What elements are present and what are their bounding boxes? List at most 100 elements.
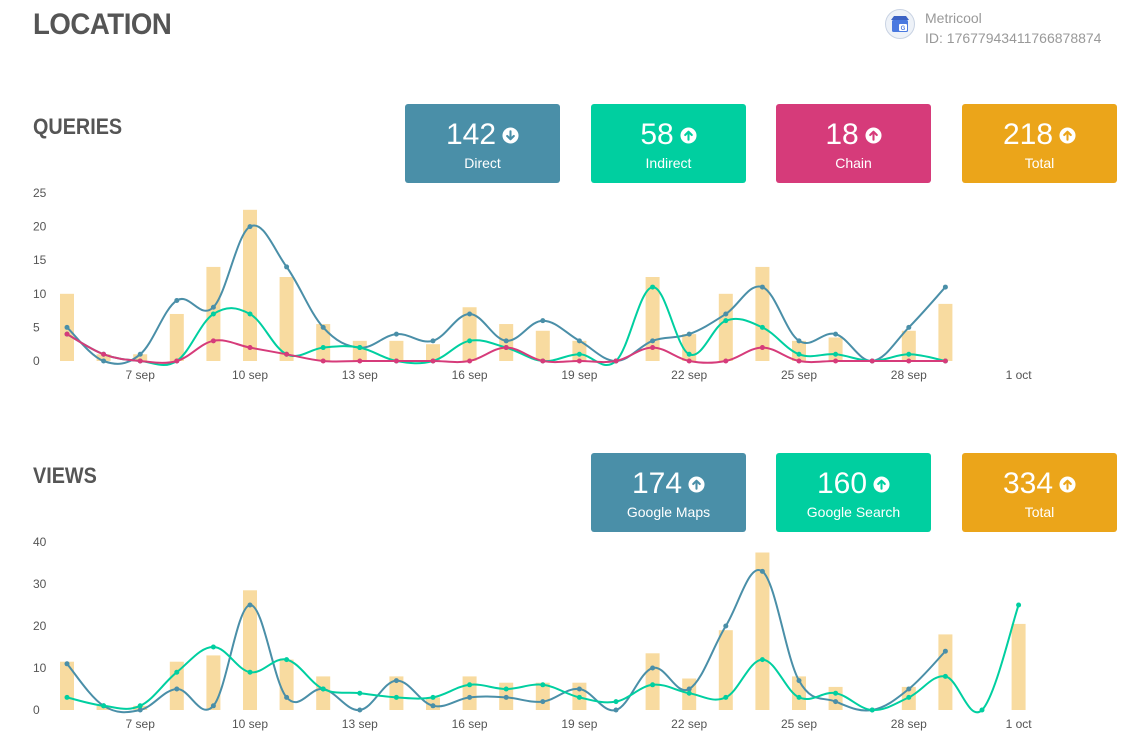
- x-tick-label: 10 sep: [232, 368, 268, 382]
- queries-card-direct[interactable]: 142 Direct: [405, 104, 560, 183]
- data-point: [723, 623, 729, 629]
- data-point: [686, 686, 692, 692]
- data-point: [247, 224, 253, 230]
- data-point: [650, 665, 656, 671]
- data-point: [320, 686, 326, 692]
- y-tick-label: 25: [33, 186, 47, 200]
- data-point: [174, 298, 180, 304]
- data-point: [613, 707, 619, 713]
- data-point: [320, 324, 326, 330]
- bar: [352, 340, 367, 361]
- data-point: [650, 345, 656, 351]
- data-point: [576, 338, 582, 344]
- data-point: [576, 694, 582, 700]
- data-point: [393, 678, 399, 684]
- google-my-business-icon: G: [885, 9, 915, 39]
- data-point: [796, 694, 802, 700]
- data-point: [906, 324, 912, 330]
- x-tick-label: 22 sep: [671, 717, 707, 731]
- views-card-google-maps[interactable]: 174 Google Maps: [591, 453, 746, 532]
- bar: [133, 354, 148, 361]
- views-card-google-search[interactable]: 160 Google Search: [776, 453, 931, 532]
- views-title: VIEWS: [33, 463, 97, 488]
- bar: [243, 209, 257, 361]
- stat-value: 160: [816, 467, 868, 500]
- y-tick-label: 30: [33, 577, 47, 591]
- arrow-up-circle-icon: [873, 475, 890, 493]
- views-card-total[interactable]: 334 Total: [962, 453, 1117, 532]
- data-point: [942, 358, 948, 364]
- bar: [535, 330, 550, 361]
- data-point: [576, 351, 582, 357]
- data-point: [64, 331, 70, 337]
- data-point: [467, 694, 473, 700]
- bar: [682, 334, 697, 361]
- x-tick-label: 25 sep: [781, 717, 817, 731]
- bar: [96, 354, 111, 361]
- data-point: [979, 707, 985, 713]
- queries-card-indirect[interactable]: 58 Indirect: [591, 104, 746, 183]
- data-point: [686, 331, 692, 337]
- data-point: [101, 358, 107, 364]
- bar: [718, 293, 733, 361]
- data-point: [357, 690, 363, 696]
- data-point: [613, 358, 619, 364]
- data-point: [723, 311, 729, 317]
- data-point: [723, 358, 729, 364]
- data-point: [942, 284, 948, 290]
- bar: [938, 634, 953, 710]
- data-point: [1016, 602, 1022, 608]
- data-point: [210, 703, 216, 709]
- queries-card-total[interactable]: 218 Total: [962, 104, 1117, 183]
- queries-card-chain[interactable]: 18 Chain: [776, 104, 931, 183]
- account-info[interactable]: G Metricool ID: 17677943411766878874: [885, 8, 1130, 48]
- stat-label: Chain: [835, 155, 872, 171]
- data-point: [540, 318, 546, 324]
- views-chart[interactable]: 0 10 20 30 40 7 sep 10 sep 13 sep 16 sep 19 sep 22…: [0, 530, 1139, 740]
- data-point: [320, 358, 326, 364]
- data-point: [576, 358, 582, 364]
- data-point: [210, 644, 216, 650]
- stat-value: 218: [1002, 118, 1054, 151]
- bar: [316, 676, 331, 710]
- arrow-up-circle-icon: [680, 126, 697, 144]
- data-point: [540, 358, 546, 364]
- bar: [279, 277, 294, 361]
- data-point: [430, 338, 436, 344]
- data-point: [284, 657, 290, 663]
- arrow-down-circle-icon: [502, 126, 519, 144]
- data-point: [393, 331, 399, 337]
- data-point: [393, 358, 399, 364]
- data-point: [796, 358, 802, 364]
- y-tick-label: 40: [33, 535, 47, 549]
- data-point: [723, 318, 729, 324]
- arrow-up-circle-icon: [1059, 126, 1076, 144]
- stat-label: Google Search: [806, 504, 901, 520]
- data-point: [137, 351, 143, 357]
- y-tick-label: 10: [33, 287, 47, 301]
- y-tick-label: 15: [33, 253, 47, 267]
- y-tick-label: 5: [33, 320, 40, 334]
- data-point: [869, 707, 875, 713]
- stat-value: 18: [825, 118, 859, 151]
- data-point: [503, 345, 509, 351]
- data-point: [942, 648, 948, 654]
- data-point: [686, 690, 692, 696]
- data-point: [650, 338, 656, 344]
- queries-chart[interactable]: 0 5 10 15 20 25 7 sep 10 sep 13 sep 16 sep 19 sep 2…: [0, 180, 1139, 390]
- data-point: [686, 351, 692, 357]
- bar: [535, 682, 550, 710]
- stat-value: 334: [1002, 467, 1054, 500]
- data-point: [503, 686, 509, 692]
- bar: [206, 655, 221, 710]
- data-point: [430, 358, 436, 364]
- data-point: [796, 338, 802, 344]
- data-point: [137, 358, 143, 364]
- x-tick-label: 7 sep: [126, 717, 156, 731]
- data-point: [137, 703, 143, 709]
- stat-label: Direct: [464, 155, 501, 171]
- data-point: [869, 358, 875, 364]
- stat-value: 174: [631, 467, 683, 500]
- account-id: ID: 17677943411766878874: [925, 30, 1102, 46]
- x-tick-label: 13 sep: [342, 717, 378, 731]
